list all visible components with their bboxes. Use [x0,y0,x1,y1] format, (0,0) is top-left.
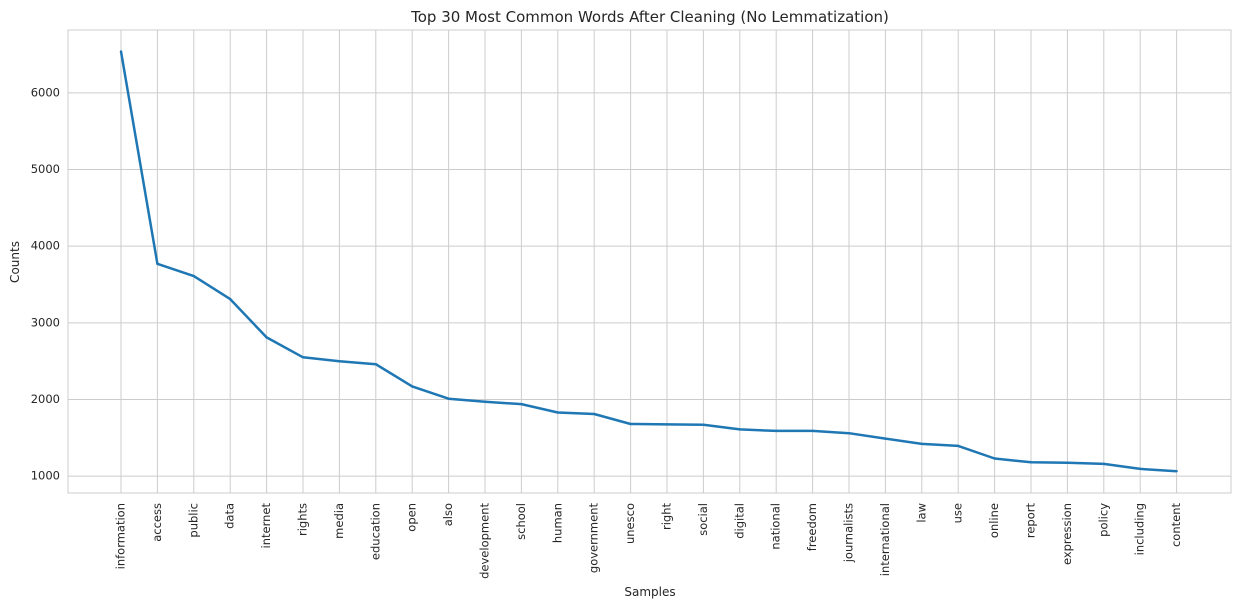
x-tick-label: national [769,503,783,550]
x-tick-label: access [150,503,164,542]
y-tick-label: 3000 [31,315,60,329]
y-tick-label: 5000 [31,162,60,176]
y-tick-label: 1000 [31,469,60,483]
x-tick-labels: information access public data internet right… [114,503,1184,579]
data-point [229,297,232,301]
x-tick-label: online [987,503,1001,538]
data-point [192,274,195,278]
y-tick-label: 2000 [31,392,60,406]
x-tick-label: social [696,503,710,536]
x-tick-label: school [514,503,528,540]
x-tick-label: unesco [623,503,637,544]
data-point [884,437,887,440]
x-tick-label: rights [296,503,310,536]
x-tick-label: law [914,503,928,523]
data-point [520,402,523,406]
data-point [665,423,669,426]
data-point [738,428,741,431]
x-tick-label: also [441,503,455,526]
data-point [920,442,923,446]
data-point [338,359,341,363]
data-point [1029,461,1033,464]
data-point [301,356,305,359]
x-axis-label: Samples [624,585,675,599]
x-tick-label: journalists [842,503,856,563]
series-line [119,51,1177,473]
x-tick-label: including [1133,503,1147,555]
y-gridlines [68,92,1231,477]
x-tick-label: report [1024,503,1038,539]
y-tick-labels: 1000 2000 3000 4000 5000 6000 [31,85,60,482]
series-line-group [119,50,1178,473]
chart-title: Top 30 Most Common Words After Cleaning … [410,8,889,26]
data-point [629,422,632,426]
data-point [119,50,123,53]
x-tick-label: use [951,503,965,523]
data-point [957,444,960,448]
x-tick-label: public [186,503,200,538]
x-tick-label: information [114,503,128,569]
x-tick-label: right [660,503,674,531]
x-tick-label: digital [732,503,746,539]
data-point [593,412,596,416]
plot-area [67,29,1232,494]
data-point [411,385,414,388]
data-point [447,397,450,400]
x-tick-label: development [478,503,492,579]
data-point [374,363,377,366]
x-tick-label: data [223,503,237,529]
x-tick-label: internet [259,503,273,549]
y-tick-label: 4000 [31,239,60,253]
x-tick-label: expression [1060,503,1074,565]
x-tick-label: human [550,503,564,543]
data-point [811,429,814,433]
x-tick-label: education [368,503,382,560]
data-point [156,262,159,265]
data-point [1066,461,1069,464]
x-tick-label: open [405,503,419,532]
data-point [1175,469,1178,473]
data-point [1139,467,1142,471]
data-point [265,336,268,339]
y-axis-label: Counts [8,241,22,283]
data-point [702,423,705,426]
data-point [556,411,559,414]
x-gridlines [120,30,1178,493]
y-tick-label: 6000 [31,85,60,99]
data-point [993,457,996,460]
x-tick-label: government [587,503,601,574]
x-tick-label: policy [1096,503,1110,537]
data-point [775,429,778,433]
data-point [1102,462,1106,466]
x-tick-label: international [878,503,892,576]
x-tick-label: media [332,503,346,539]
x-tick-label: freedom [805,503,819,551]
data-point [847,432,851,435]
data-point [483,400,487,403]
x-tick-label: content [1169,503,1183,548]
